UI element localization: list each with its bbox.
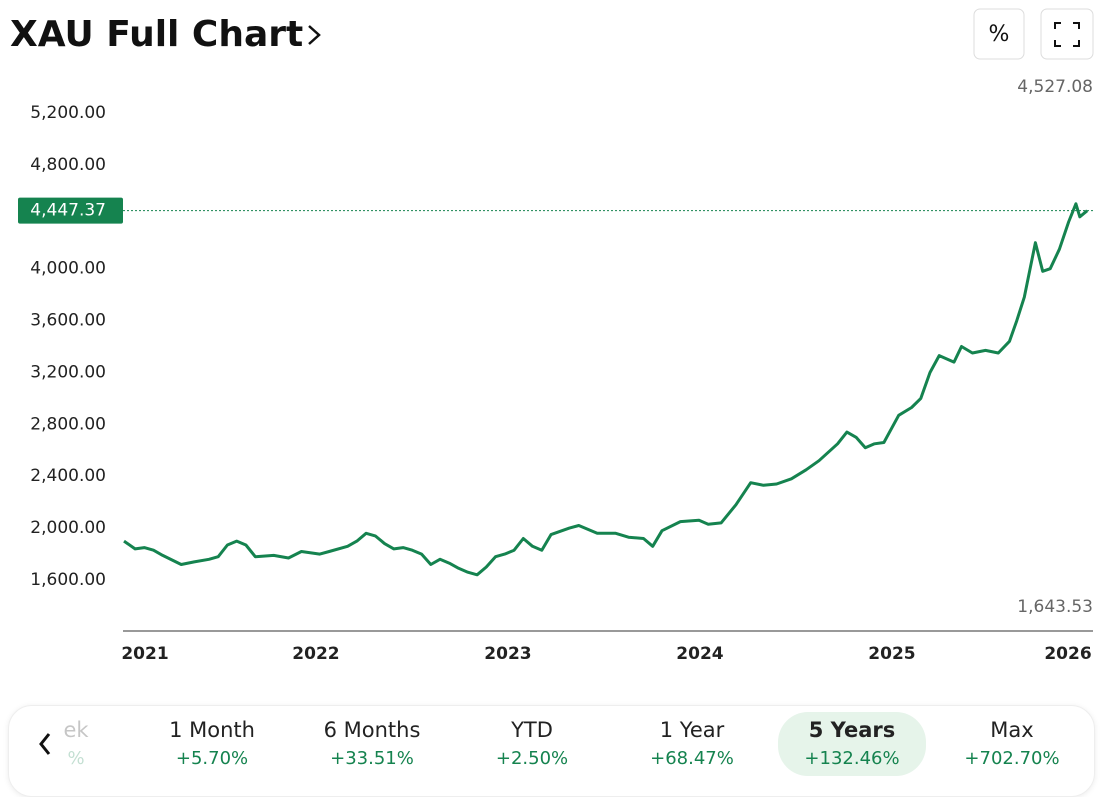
x-tick-label: 2024 xyxy=(676,644,723,664)
x-tick-label: 2026 xyxy=(1044,644,1091,664)
current-price-label: 4,447.37 xyxy=(30,201,106,221)
range-label[interactable]: 1 Month xyxy=(169,718,255,742)
chart: XAU Full Chart % 1,600.00 2,000.00 2,400.0… xyxy=(10,8,1094,664)
fullscreen-button[interactable] xyxy=(1040,8,1094,60)
y-tick-label: 5,200.00 xyxy=(30,103,106,123)
y-tick-label: 3,600.00 xyxy=(30,311,106,331)
chart-title: XAU Full Chart xyxy=(10,14,303,55)
range-change[interactable]: +5.70% xyxy=(175,748,249,769)
range-tab[interactable]: YTD +2.50% xyxy=(458,712,606,776)
range-label[interactable]: 6 Months xyxy=(323,718,421,742)
current-price-box xyxy=(18,197,123,224)
range-tabs: Max +702.70% 5 Years +132.46% 1 Year +68.47% Y… xyxy=(8,705,1095,797)
range-label[interactable]: Max xyxy=(990,718,1034,742)
y-tick-label: 2,000.00 xyxy=(30,518,106,538)
range-change[interactable]: +2.50% xyxy=(495,748,569,769)
x-tick-label: 2022 xyxy=(292,644,339,664)
x-tick-label: 2025 xyxy=(868,644,915,664)
range-tab[interactable]: Max +702.70% xyxy=(938,712,1086,776)
range-label[interactable]: ek xyxy=(63,718,89,742)
range-change[interactable]: +68.47% xyxy=(650,748,734,769)
range-change[interactable]: % xyxy=(67,748,85,769)
y-tick-label: 2,800.00 xyxy=(30,414,106,434)
low-label: 1,643.53 xyxy=(1017,597,1093,617)
title-chevron[interactable] xyxy=(308,25,321,45)
fullscreen-icon[interactable] xyxy=(1054,22,1080,47)
range-label[interactable]: YTD xyxy=(511,718,553,742)
y-tick-label: 3,200.00 xyxy=(30,362,106,382)
page: XAU Full Chart % 1,600.00 2,000.00 2,400.0… xyxy=(8,8,1095,797)
percent-button-label[interactable]: % xyxy=(989,22,1010,47)
range-change[interactable]: +702.70% xyxy=(964,748,1060,769)
y-tick-label: 4,800.00 xyxy=(30,155,106,175)
x-tick-label: 2021 xyxy=(121,644,168,664)
prev-arrow[interactable] xyxy=(39,733,51,755)
high-label: 4,527.08 xyxy=(1017,77,1093,97)
range-change[interactable]: +132.46% xyxy=(804,748,900,769)
y-tick-label: 4,000.00 xyxy=(30,259,106,279)
prev-button[interactable] xyxy=(13,706,73,780)
y-tick-label: 2,400.00 xyxy=(30,466,106,486)
range-tab[interactable]: 1 Month +5.70% xyxy=(138,712,286,776)
range-tab[interactable]: 5 Years +132.46% xyxy=(778,712,926,776)
price-line xyxy=(123,202,1089,577)
range-label[interactable]: 5 Years xyxy=(808,718,896,742)
range-label[interactable]: 1 Year xyxy=(659,718,725,742)
range-tab[interactable]: ek% xyxy=(2,712,150,776)
x-tick-label: 2023 xyxy=(484,644,531,664)
y-tick-label: 1,600.00 xyxy=(30,570,106,590)
range-tab[interactable]: 1 Year +68.47% xyxy=(618,712,766,776)
range-change[interactable]: +33.51% xyxy=(330,748,414,769)
percent-button[interactable] xyxy=(973,8,1025,60)
range-tab[interactable]: 6 Months +33.51% xyxy=(298,712,446,776)
